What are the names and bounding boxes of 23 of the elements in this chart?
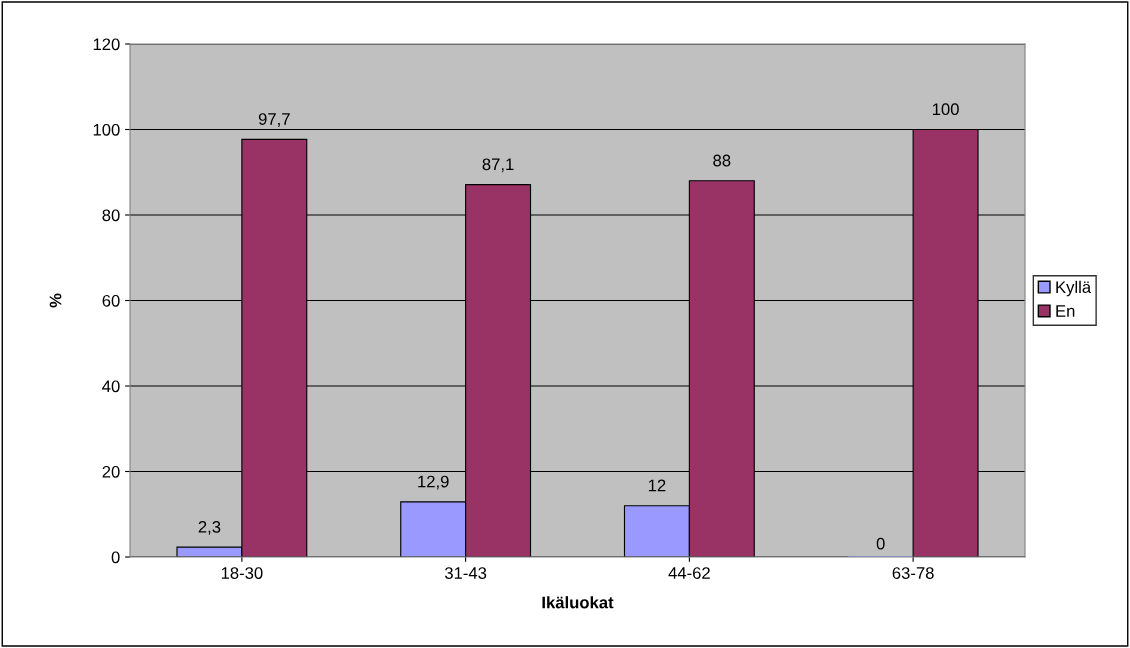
y-tick-label: 60 — [102, 294, 120, 307]
x-tick-label: 18-30 — [221, 567, 263, 579]
x-tick-label: 44-62 — [668, 567, 710, 579]
y-tick-label: 20 — [102, 465, 120, 478]
x-tick-label: 31-43 — [444, 567, 487, 579]
data-label: 2,3 — [198, 520, 221, 535]
data-label: 12 — [648, 479, 666, 492]
x-axis-title: Ikäluokat — [542, 596, 614, 609]
data-label: 0 — [876, 537, 885, 550]
y-tick-label: 100 — [93, 123, 120, 136]
data-label: 88 — [713, 154, 731, 167]
y-tick-label: 0 — [111, 551, 120, 564]
y-tick-label: 40 — [102, 380, 120, 393]
x-tick-label: 63-78 — [892, 567, 934, 579]
y-tick-label: 120 — [93, 38, 120, 51]
data-label: 100 — [932, 103, 959, 116]
data-label: 97,7 — [258, 113, 290, 127]
legend-label: En — [1056, 305, 1075, 317]
data-label: 12,9 — [418, 475, 449, 490]
y-tick-label: 80 — [102, 209, 120, 222]
legend-label: Kyllä — [1056, 280, 1092, 297]
data-label: 87,1 — [482, 158, 514, 173]
y-axis-title: % — [49, 293, 62, 308]
